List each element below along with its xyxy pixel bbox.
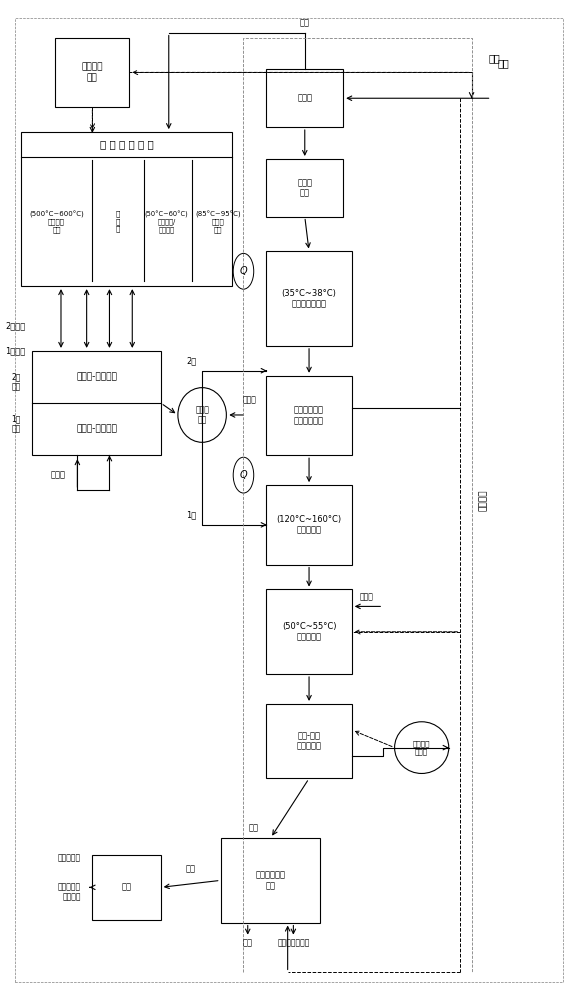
Text: 滤层: 滤层 (186, 864, 196, 873)
Text: 沼 气 发 电 机 组: 沼 气 发 电 机 组 (100, 139, 153, 149)
Text: 2水: 2水 (186, 356, 196, 365)
Text: 秸秆: 秸秆 (497, 58, 509, 68)
Bar (32, 351, 161, 455)
Text: 秸秆: 秸秆 (489, 53, 500, 63)
Text: 第一水
泵筒: 第一水 泵筒 (195, 405, 209, 425)
Text: 第二水-水换热器: 第二水-水换热器 (76, 425, 117, 434)
Text: 沼液气温分离
回收一次冷凝: 沼液气温分离 回收一次冷凝 (294, 406, 324, 425)
Text: 沼渣固液分离
机组: 沼渣固液分离 机组 (256, 871, 286, 890)
Text: 沼液储存罐: 沼液储存罐 (58, 883, 81, 892)
Text: 2水
换热: 2水 换热 (12, 372, 21, 392)
Text: 水来回: 水来回 (51, 471, 66, 480)
Text: (85°C~95°C)
循环冷
却水: (85°C~95°C) 循环冷 却水 (195, 210, 241, 233)
Text: (50°C~55°C)
中温发酵罐: (50°C~55°C) 中温发酵罐 (282, 622, 336, 641)
Bar (266, 69, 343, 127)
Text: 第一水-水换热器: 第一水-水换热器 (76, 372, 117, 381)
Text: 液层: 液层 (249, 824, 258, 833)
Text: 固形物级回: 固形物级回 (58, 853, 81, 862)
Bar (21, 132, 232, 286)
Bar (266, 251, 352, 346)
Text: 固层: 固层 (243, 938, 253, 947)
Bar (55, 38, 129, 107)
Circle shape (233, 457, 254, 493)
Bar (266, 376, 352, 455)
Bar (266, 159, 343, 217)
Bar (92, 855, 161, 920)
Text: 储气柜: 储气柜 (297, 94, 312, 103)
Text: 1水
换热: 1水 换热 (12, 414, 21, 434)
Text: 第一-第二
水水换热器: 第一-第二 水水换热器 (297, 731, 321, 751)
Text: 1水换热: 1水换热 (5, 346, 25, 355)
Text: (120°C~160°C)
水热反应器: (120°C~160°C) 水热反应器 (276, 515, 342, 535)
Ellipse shape (395, 722, 449, 773)
Text: 电力: 电力 (300, 18, 310, 27)
Text: (35°C~38°C)
沼天气发酵罐一: (35°C~38°C) 沼天气发酵罐一 (282, 289, 336, 308)
Circle shape (233, 253, 254, 289)
Text: 补给水: 补给水 (242, 396, 256, 405)
Text: 液层重用: 液层重用 (62, 893, 81, 902)
Text: 脱硫塔
水封: 脱硫塔 水封 (297, 178, 312, 197)
Bar (266, 589, 352, 674)
Bar (220, 838, 320, 923)
Ellipse shape (178, 388, 226, 442)
Bar (266, 485, 352, 565)
Text: (500°C~600°C)
烟气余热
回收: (500°C~600°C) 烟气余热 回收 (29, 210, 84, 233)
Text: 2水换热: 2水换热 (5, 321, 25, 330)
Bar (266, 704, 352, 778)
Text: 电
推
用: 电 推 用 (116, 211, 120, 232)
Text: 第二级一
水泵筒: 第二级一 水泵筒 (413, 741, 430, 755)
Text: 土壤: 土壤 (122, 883, 132, 892)
Text: 备用电源
模块: 备用电源 模块 (81, 63, 103, 82)
Text: 补液水: 补液水 (359, 592, 373, 601)
Text: 流出液和卫生水: 流出液和卫生水 (277, 938, 309, 947)
Text: 1水: 1水 (186, 510, 196, 519)
Text: Q: Q (239, 266, 248, 276)
Text: (50°C~60°C)
水冷凝水/
高温热水: (50°C~60°C) 水冷凝水/ 高温热水 (145, 210, 188, 233)
Text: 废液回收: 废液回收 (478, 489, 488, 511)
Text: Q: Q (239, 470, 248, 480)
